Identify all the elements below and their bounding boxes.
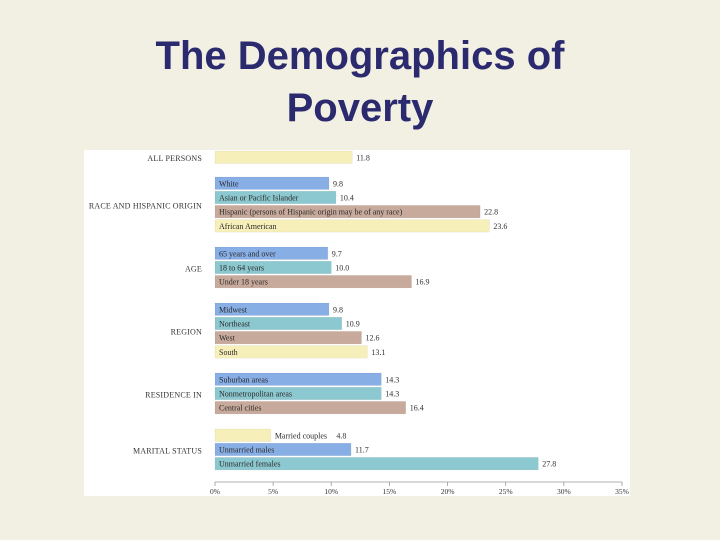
bar-suburban-areas (214, 372, 382, 386)
bar-unmarried-males (214, 442, 352, 456)
group-label-race-and-hispanic-origin: RACE AND HISPANIC ORIGIN (89, 201, 202, 210)
bar-northeast (214, 316, 343, 330)
bar-65-years-and-over (214, 246, 329, 260)
bar-central-cities (214, 401, 406, 415)
bar-west (214, 331, 362, 345)
value-label-suburban-areas: 14.3 (385, 375, 399, 384)
bar-label-hispanic-persons-of-hispanic-origin-may-be-of-any-race: Hispanic (persons of Hispanic origin may… (219, 208, 403, 217)
slide-title-line-2: Poverty (286, 86, 434, 130)
bar-asian-or-pacific-islander (214, 190, 337, 204)
value-label-african-american: 23.6 (493, 222, 507, 231)
bar-white (214, 176, 330, 190)
bar-label-northeast: Northeast (219, 320, 251, 329)
x-tick-label-3: 15% (383, 487, 397, 496)
bar-label-white: White (219, 179, 239, 188)
x-tick-label-1: 5% (268, 487, 278, 496)
slide-title: The Demographics of Poverty (0, 30, 720, 134)
bar-unmarried-females (214, 457, 539, 471)
x-tick-label-4: 20% (441, 487, 455, 496)
group-label-residence-in: RESIDENCE IN (145, 390, 202, 399)
bar-label-african-american: African American (219, 222, 277, 231)
bar-label-west: West (219, 334, 236, 343)
x-tick-label-6: 30% (557, 487, 571, 496)
x-tick-label-5: 25% (499, 487, 513, 496)
value-label-all-persons: 11.8 (356, 153, 370, 162)
bar-label-central-cities: Central cities (219, 404, 261, 413)
bar-married-couples (214, 428, 272, 442)
bar-african-american (214, 219, 490, 233)
chart-panel: ALL PERSONS 11.8 RACE AND HISPANIC ORIGIN W… (84, 150, 630, 496)
bar-label-midwest: Midwest (219, 305, 248, 314)
value-label-south: 13.1 (371, 348, 385, 357)
value-label-18-to-64-years: 10.0 (335, 264, 349, 273)
value-label-west: 12.6 (366, 334, 380, 343)
bar-label-18-to-64-years: 18 to 64 years (219, 264, 264, 273)
value-label-asian-or-pacific-islander: 10.4 (340, 194, 354, 203)
bar-south (214, 345, 368, 359)
value-label-white: 9.8 (333, 179, 343, 188)
bar-label-south: South (219, 348, 238, 357)
bar-all-persons (214, 150, 353, 164)
group-label-marital-status: MARITAL STATUS (133, 446, 202, 455)
bar-label-unmarried-females: Unmarried females (219, 460, 281, 469)
value-label-65-years-and-over: 9.7 (332, 249, 342, 258)
value-label-central-cities: 16.4 (410, 404, 424, 413)
bar-label-nonmetropolitan-areas: Nonmetropolitan areas (219, 390, 292, 399)
bar-label-married-couples: Married couples (275, 431, 327, 440)
value-label-northeast: 10.9 (346, 320, 360, 329)
group-label-region: REGION (171, 327, 202, 336)
x-tick-label-7: 35% (615, 487, 629, 496)
bar-label-under-18-years: Under 18 years (219, 278, 268, 287)
value-label-unmarried-males: 11.7 (355, 446, 369, 455)
bar-under-18-years (214, 275, 412, 289)
bar-label-suburban-areas: Suburban areas (219, 375, 268, 384)
x-tick-label-2: 10% (324, 487, 338, 496)
value-label-married-couples: 4.8 (336, 431, 346, 440)
value-label-midwest: 9.8 (333, 305, 343, 314)
group-label-age: AGE (185, 264, 202, 273)
bar-label-65-years-and-over: 65 years and over (219, 249, 276, 258)
bar-midwest (214, 302, 330, 316)
bar-nonmetropolitan-areas (214, 386, 382, 400)
poverty-bar-chart: ALL PERSONS 11.8 RACE AND HISPANIC ORIGIN W… (89, 150, 629, 496)
bar-label-asian-or-pacific-islander: Asian or Pacific Islander (219, 194, 299, 203)
x-tick-label-0: 0% (210, 487, 220, 496)
bar-hispanic-persons-of-hispanic-origin-may-be-of-any-race (214, 205, 481, 219)
bar-18-to-64-years (214, 260, 332, 274)
value-label-nonmetropolitan-areas: 14.3 (385, 390, 399, 399)
bar-label-unmarried-males: Unmarried males (219, 446, 274, 455)
value-label-under-18-years: 16.9 (416, 278, 430, 287)
value-label-hispanic-persons-of-hispanic-origin-may-be-of-any-race: 22.8 (484, 208, 498, 217)
value-label-unmarried-females: 27.8 (542, 460, 556, 469)
group-label-all-persons: ALL PERSONS (147, 154, 202, 163)
slide-title-line-1: The Demographics of (155, 34, 565, 78)
